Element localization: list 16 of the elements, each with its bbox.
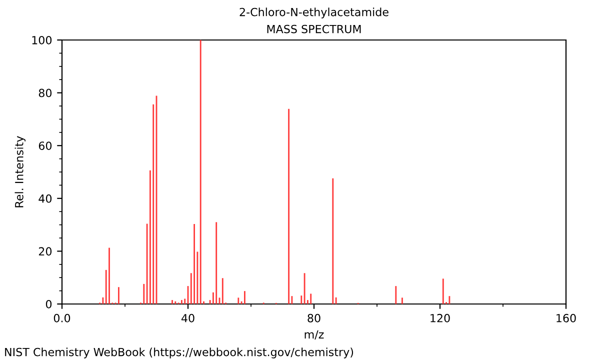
x-axis-title: m/z xyxy=(304,330,324,340)
y-tick-label: 60 xyxy=(38,142,52,150)
y-tick-label: 0 xyxy=(46,300,52,308)
x-tick-label: 0.0 xyxy=(54,314,70,322)
text: NIST Chemistry WebBook (https://webbook.nist.gov/chemistry) xyxy=(5,348,354,358)
y-tick-label: 40 xyxy=(38,194,52,203)
y-tick-label: 20 xyxy=(38,247,52,256)
x-tick-label: 160 xyxy=(556,314,576,322)
x-tick-label: 120 xyxy=(430,314,450,322)
y-axis-title: Rel. Intensity xyxy=(14,136,26,208)
x-tick-label: 80 xyxy=(308,314,320,322)
chart-title: 2-Chloro-N-ethylacetamide xyxy=(240,8,388,18)
chart-subtitle: MASS SPECTRUM xyxy=(267,24,361,34)
x-tick-label: 40 xyxy=(181,314,194,322)
y-tick-label: 100 xyxy=(32,36,52,44)
y-tick-label: 80 xyxy=(38,88,52,98)
